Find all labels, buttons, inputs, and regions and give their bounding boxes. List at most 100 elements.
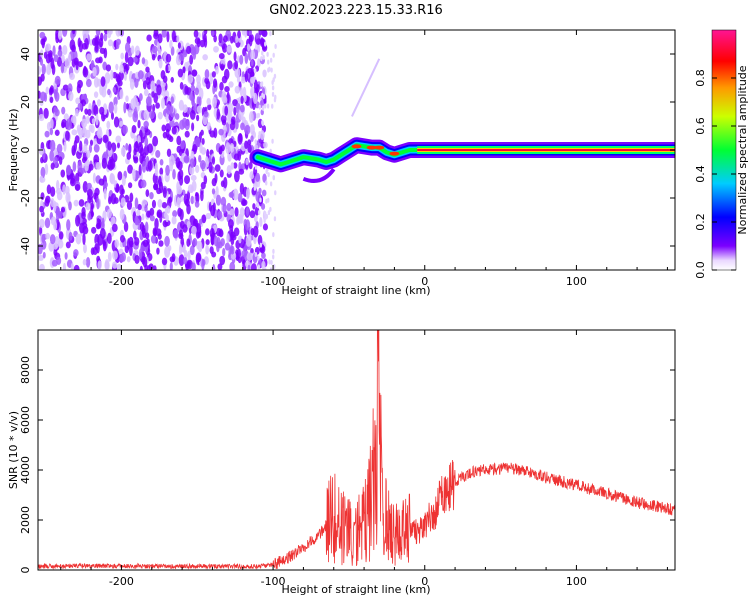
spectrogram-noise-cell	[61, 54, 65, 63]
spectrogram-noise-cell	[189, 245, 195, 256]
spectrogram-noise-cell	[85, 129, 91, 139]
spectrogram-noise-cell	[129, 244, 133, 257]
spectrogram-noise-cell	[142, 239, 149, 247]
spectrogram-noise-cell	[230, 229, 234, 241]
spectrogram-noise-cell	[263, 141, 268, 149]
spectrogram-noise-cell	[83, 143, 88, 154]
spectrogram-noise-cell	[250, 247, 254, 255]
spectrogram-noise-cell	[164, 207, 168, 215]
spectrogram-noise-cell	[252, 92, 258, 105]
spectrogram-noise-cell	[211, 188, 216, 195]
spectrogram-noise-cell	[144, 89, 149, 97]
spectrogram-noise-cell	[248, 161, 253, 170]
spectrogram-noise-cell	[130, 98, 136, 110]
spectrogram-noise-cell	[81, 93, 88, 102]
spectrogram-noise-cell	[75, 60, 79, 71]
spectrogram-noise-cell	[61, 121, 66, 129]
spectrogram-noise-cell	[263, 267, 267, 270]
spectrogram-noise-cell	[69, 39, 76, 51]
spectrogram-noise-cell	[271, 80, 274, 86]
spectrogram-noise-cell	[209, 227, 215, 239]
spectrogram-noise-cell	[137, 142, 144, 154]
spectrogram-noise-cell	[79, 140, 83, 152]
spectrogram-noise-cell	[39, 148, 44, 155]
spectrogram-x-tick-label: -200	[109, 275, 134, 288]
spectrogram-plot-area	[38, 30, 675, 270]
spectrogram-noise-cell	[43, 107, 49, 119]
spectrogram-noise-cell	[239, 54, 244, 65]
spectrogram-noise-cell	[267, 197, 270, 203]
spectrogram-noise-cell	[49, 150, 54, 162]
spectrogram-noise-cell	[61, 106, 66, 115]
spectrogram-noise-cell	[163, 90, 170, 99]
spectrogram-noise-cell	[104, 259, 110, 270]
spectrogram-noise-cell	[240, 104, 245, 113]
spectrogram-noise-cell	[115, 63, 119, 71]
spectrogram-noise-cell	[88, 124, 93, 132]
spectrogram-noise-cell	[78, 199, 85, 207]
spectrogram-noise-cell	[245, 206, 250, 217]
spectrogram-noise-cell	[125, 103, 130, 110]
spectrogram-noise-cell	[137, 119, 141, 129]
spectrogram-noise-cell	[171, 30, 176, 43]
spectrogram-noise-cell	[194, 201, 200, 208]
spectrogram-noise-cell	[86, 182, 92, 190]
snr-x-ticks: -200 -100 0 100	[60, 330, 668, 588]
spectrogram-noise-cell	[201, 138, 205, 145]
spectrogram-noise-cell	[237, 30, 241, 39]
spectrogram-noise-cell	[196, 105, 202, 114]
spectrogram-noise-cell	[211, 71, 216, 78]
spectrogram-noise-cell	[119, 234, 126, 243]
spectrogram-noise-cell	[54, 108, 60, 117]
spectrogram-noise-cell	[239, 86, 243, 97]
spectrogram-noise-cell	[41, 63, 46, 75]
spectrogram-noise-cell	[65, 130, 70, 141]
spectrogram-noise-cell	[259, 197, 262, 203]
spectrogram-x-axis-label: Height of straight line (km)	[281, 284, 430, 297]
spectrogram-noise-cell	[219, 255, 226, 266]
colorbar-tick-label: 0.8	[694, 69, 707, 87]
spectrogram-noise-cell	[250, 263, 257, 270]
spectrogram-noise-cell	[262, 54, 265, 60]
spectrogram-noise-cell	[176, 186, 183, 195]
spectrogram-noise-cell	[171, 253, 176, 262]
spectrogram-noise-cell	[274, 44, 277, 50]
spectrogram-noise-cell	[161, 30, 167, 38]
spectrogram-noise-cell	[75, 214, 81, 227]
spectrogram-noise-cell	[161, 257, 168, 266]
spectrogram-noise-cell	[184, 175, 191, 185]
spectrogram-noise-cell	[136, 101, 140, 112]
spectrogram-noise-cell	[65, 118, 72, 131]
spectrogram-noise-cell	[95, 30, 101, 37]
spectrogram-noise-cell	[121, 188, 125, 195]
spectrogram-noise-cell	[158, 181, 164, 194]
spectrogram-noise-cell	[226, 91, 230, 104]
spectrogram-noise-cell	[245, 158, 249, 166]
spectrogram-noise-cell	[195, 252, 202, 263]
spectrogram-hotspot	[366, 145, 377, 150]
spectrogram-noise-cell	[224, 85, 230, 93]
spectrogram-noise-cell	[270, 67, 273, 73]
spectrogram-noise-cell	[128, 143, 132, 155]
spectrogram-noise-cell	[247, 67, 253, 74]
spectrogram-noise-cell	[250, 59, 254, 66]
spectrogram-noise-cell	[245, 187, 250, 200]
spectrogram-noise-cell	[130, 45, 135, 55]
spectrogram-noise-cell	[179, 81, 184, 90]
spectrogram-noise-cell	[206, 97, 211, 106]
spectrogram-noise-cell	[107, 39, 113, 47]
spectrogram-noise-cell	[117, 171, 123, 181]
spectrogram-noise-cell	[198, 96, 202, 107]
spectrogram-noise-cell	[175, 156, 181, 169]
spectrogram-noise-cell	[219, 169, 224, 178]
spectrogram-noise-cell	[107, 232, 112, 245]
spectrogram-noise-cell	[131, 124, 137, 134]
spectrogram-noise-cell	[271, 103, 274, 109]
spectrogram-noise-cell	[257, 182, 260, 188]
spectrogram-noise-cell	[273, 73, 277, 79]
spectrogram-noise-cell	[244, 124, 251, 135]
spectrogram-noise-cell	[64, 252, 68, 260]
spectrogram-noise-cell	[242, 86, 247, 99]
spectrogram-noise-cell	[120, 197, 126, 207]
spectrogram-noise-cell	[39, 58, 44, 66]
